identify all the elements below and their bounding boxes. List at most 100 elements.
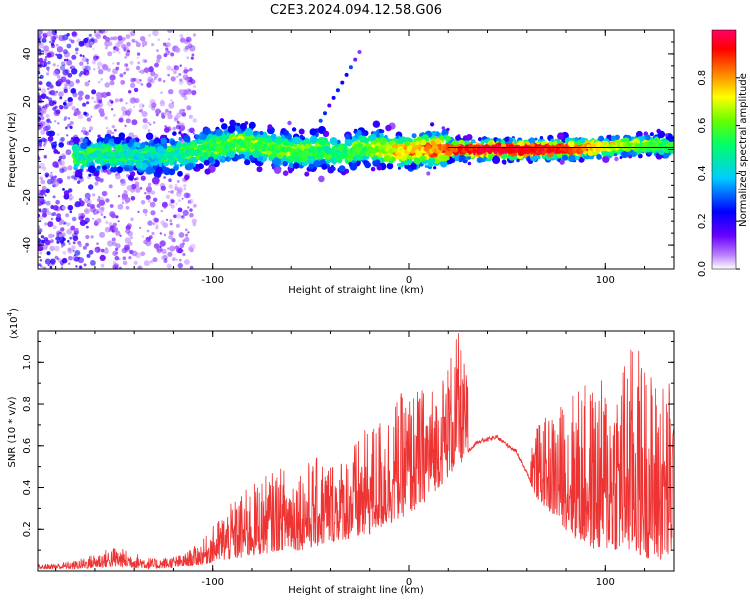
spectrogram-noise-point xyxy=(176,75,179,78)
spectrogram-noise-point xyxy=(96,61,103,67)
colorbar-tick-label: 0.0 xyxy=(697,261,708,277)
spectrogram-noise-point xyxy=(71,216,77,222)
spectrogram-ridge-point xyxy=(441,128,449,136)
spectrogram-noise-point xyxy=(185,192,191,199)
spectrogram-ridge-point xyxy=(528,137,536,145)
spectrogram-noise-point xyxy=(170,204,175,209)
spectrogram-noise-point xyxy=(68,262,71,265)
spectrogram-noise-point xyxy=(170,76,176,82)
spectrogram-ridge-point xyxy=(221,123,228,130)
spectrogram-ridge-point xyxy=(168,168,176,176)
snr-x-tick-label: 0 xyxy=(406,577,412,588)
spectrogram-noise-point xyxy=(69,125,73,129)
spectrogram-noise-point xyxy=(159,248,163,252)
spectrogram-noise-point xyxy=(129,60,134,65)
spectrogram-noise-point xyxy=(150,210,156,216)
spectrogram-noise-point xyxy=(94,246,101,253)
spectrogram-noise-point xyxy=(160,185,166,191)
spectrogram-ridge-point xyxy=(559,159,565,165)
spectrogram-noise-point xyxy=(113,227,119,232)
spectrogram-noise-point xyxy=(58,160,65,167)
spectrogram-ridge-point xyxy=(163,134,168,139)
spectrogram-ridge-point xyxy=(93,171,100,177)
spectrogram-noise-point xyxy=(161,112,165,116)
spectrogram-noise-point xyxy=(65,149,72,156)
spectrogram-noise-point xyxy=(87,202,92,207)
spectrogram-noise-point xyxy=(38,70,41,75)
spectrogram-ridge-point xyxy=(80,142,88,150)
spectrogram-noise-point xyxy=(43,45,50,52)
spectrogram-noise-point xyxy=(118,97,124,103)
spectrogram-noise-point xyxy=(106,91,111,97)
spectrogram-noise-point xyxy=(41,94,45,99)
spectrogram-noise-point xyxy=(38,228,43,233)
spectrogram-noise-point xyxy=(71,31,77,37)
spectrogram-noise-point xyxy=(177,247,183,254)
spectrogram-noise-point xyxy=(61,257,68,264)
spectrogram-noise-point xyxy=(189,127,195,134)
spectrogram-ridge-point xyxy=(304,159,310,165)
spectrogram-noise-point xyxy=(46,178,53,185)
spectrogram-noise-point xyxy=(38,57,44,63)
spectrogram-noise-point xyxy=(140,175,146,181)
spectrogram-ridge-point xyxy=(665,133,669,137)
spectrogram-noise-point xyxy=(60,242,66,247)
spectrogram-noise-point xyxy=(71,68,78,75)
spectrogram-noise-point xyxy=(63,64,66,67)
spectrogram-ridge-point xyxy=(362,132,366,137)
spectrogram-ridge-point xyxy=(338,144,345,151)
spectrogram-ridge-point xyxy=(562,154,568,161)
spectrogram-noise-point xyxy=(98,196,105,204)
spectrogram-noise-point xyxy=(46,211,52,216)
spectrogram-ridge-point xyxy=(203,159,210,166)
spectrogram-noise-point xyxy=(115,243,121,249)
spectrogram-ridge-point xyxy=(537,156,541,160)
spectrogram-noise-point xyxy=(130,236,133,240)
spectrogram-noise-point xyxy=(78,72,83,77)
spectrogram-noise-point xyxy=(137,265,143,269)
spectrogram-noise-point xyxy=(63,58,67,62)
spectrogram-ridge-point xyxy=(309,128,317,136)
spectrogram-noise-point xyxy=(58,233,63,238)
spectrogram-ridge-point xyxy=(516,158,520,163)
spectrogram-noise-point xyxy=(86,101,90,105)
spectrogram-ridge-point xyxy=(411,133,417,139)
spectrogram-noise-point xyxy=(50,171,53,174)
spectrogram-streak-point xyxy=(357,50,362,54)
spectrogram-noise-point xyxy=(69,210,73,214)
spectrogram-noise-point xyxy=(137,210,140,213)
spectrogram-noise-point xyxy=(156,58,161,64)
spectrogram-noise-point xyxy=(138,103,145,109)
spectrogram-noise-point xyxy=(99,178,104,183)
spectrogram-noise-point xyxy=(51,175,56,181)
spectrogram-noise-point xyxy=(86,117,92,122)
spectrogram-ridge-point xyxy=(498,139,502,143)
spectrogram-ridge-point xyxy=(318,175,325,183)
spectrogram-noise-point xyxy=(105,198,110,203)
spectrogram-ridge-point xyxy=(278,154,282,158)
spectrogram-noise-point xyxy=(59,162,62,165)
spectrogram-ridge-point xyxy=(657,130,666,139)
spectrogram-noise-point xyxy=(115,230,121,236)
spectrogram-noise-point xyxy=(96,211,100,214)
spectrogram-ridge-point xyxy=(455,135,461,141)
spectrogram-noise-point xyxy=(151,102,157,108)
spectrogram-ridge-point xyxy=(232,122,237,127)
spectrogram-noise-point xyxy=(88,80,91,83)
spectrogram-noise-point xyxy=(111,125,116,129)
spectrogram-ridge-point xyxy=(338,165,346,173)
spectrogram-noise-point xyxy=(80,130,84,133)
spectrogram-noise-point xyxy=(118,51,121,54)
spectrogram-noise-point xyxy=(50,212,55,217)
spectrogram-noise-point xyxy=(186,79,193,86)
spectrogram-noise-point xyxy=(128,256,132,260)
spectrogram-noise-point xyxy=(117,203,124,210)
spectrogram-noise-point xyxy=(94,249,98,252)
spectrogram-noise-point xyxy=(167,247,170,250)
spectrogram-noise-point xyxy=(185,88,192,95)
spectrogram-noise-point xyxy=(52,225,57,230)
spectrogram-ridge-point xyxy=(291,127,297,132)
spectrogram-noise-point xyxy=(67,247,74,254)
spectrogram-noise-point xyxy=(55,43,59,47)
spectrogram-ridge-point xyxy=(145,166,154,175)
